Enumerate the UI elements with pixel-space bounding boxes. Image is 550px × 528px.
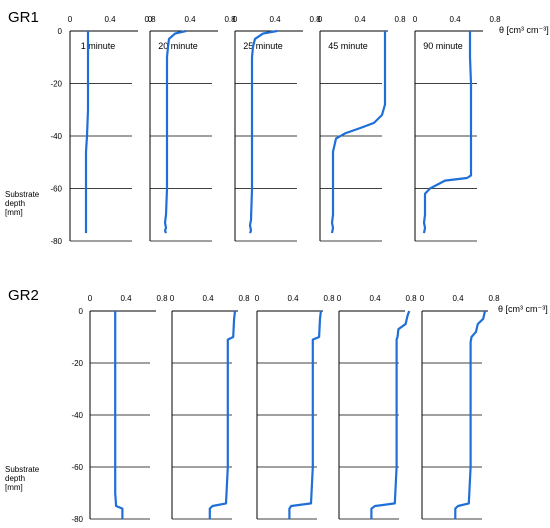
- x-tick-label: 0.8: [489, 15, 501, 24]
- x-tick-label: 0.4: [104, 15, 116, 24]
- series-line: [330, 31, 387, 234]
- group-label: GR2: [8, 287, 39, 304]
- panel-4: 0 0.4 0.8 45 minute: [318, 15, 406, 242]
- panel-2: 0 0.4 0.8: [170, 294, 250, 520]
- series-line: [208, 310, 237, 519]
- y-axis-label: depth: [5, 474, 25, 483]
- x-tick-label: 0.4: [452, 294, 464, 303]
- series-line: [370, 310, 411, 519]
- y-tick-label: -60: [50, 185, 62, 194]
- x-tick-label: 0: [148, 15, 153, 24]
- x-tick-label: 0.8: [309, 15, 321, 24]
- y-axis-label: [mm]: [5, 208, 23, 217]
- x-tick-label: 0: [170, 294, 175, 303]
- group-label: GR1: [8, 9, 39, 26]
- x-tick-label: 0.8: [144, 15, 156, 24]
- y-tick-label: -20: [71, 359, 83, 368]
- y-tick-label: 0: [79, 307, 84, 316]
- y-tick-label: -80: [50, 237, 62, 246]
- x-tick-label: 0.8: [488, 294, 500, 303]
- y-axis-label: depth: [5, 199, 25, 208]
- series-line: [163, 29, 187, 234]
- series-line: [454, 310, 487, 519]
- y-axis-label: Substrate: [5, 190, 40, 199]
- x-tick-label: 0: [233, 15, 238, 24]
- series-line: [248, 29, 278, 234]
- x-tick-label: 0: [337, 294, 342, 303]
- panel-title: 25 minute: [243, 41, 283, 51]
- x-tick-label: 0.8: [224, 15, 236, 24]
- y-tick-label: -80: [71, 515, 83, 524]
- y-tick-label: 0: [58, 27, 63, 36]
- y-tick-label: -20: [50, 80, 62, 89]
- y-tick-label: -40: [71, 411, 83, 420]
- panel-5: 0 0.4 0.8 90 minute: [413, 15, 501, 242]
- x-tick-label: 0.4: [449, 15, 461, 24]
- x-tick-label: 0: [413, 15, 418, 24]
- x-tick-label: 0.4: [369, 294, 381, 303]
- y-axis-label: Substrate: [5, 465, 40, 474]
- panel-title: 90 minute: [423, 41, 463, 51]
- panel-1: 0 0.4 0.8 1 minute: [68, 15, 156, 242]
- x-tick-label: 0: [88, 294, 93, 303]
- y-tick-label: -40: [50, 132, 62, 141]
- y-axis-label: [mm]: [5, 483, 23, 492]
- panel-title: 1 minute: [81, 41, 116, 51]
- panel-3: 0 0.4 0.8: [255, 294, 335, 520]
- x-axis-unit-label: θ [cm³ cm⁻³]: [499, 25, 549, 35]
- panel-3: 0 0.4 0.8 25 minute: [233, 15, 321, 242]
- x-tick-label: 0.8: [323, 294, 335, 303]
- panel-4: 0 0.4 0.8: [337, 294, 417, 520]
- x-tick-label: 0: [255, 294, 260, 303]
- y-tick-label: -60: [71, 463, 83, 472]
- x-tick-label: 0.8: [156, 294, 168, 303]
- x-tick-label: 0.8: [238, 294, 250, 303]
- x-tick-label: 0.8: [394, 15, 406, 24]
- x-axis-unit-label: θ [cm³ cm⁻³]: [498, 304, 548, 314]
- series-line: [114, 311, 124, 519]
- panel-2: 0 0.4 0.8 20 minute: [148, 15, 236, 242]
- x-tick-label: 0: [318, 15, 323, 24]
- x-tick-label: 0.4: [354, 15, 366, 24]
- x-tick-label: 0: [68, 15, 73, 24]
- x-tick-label: 0.8: [405, 294, 417, 303]
- panel-5: 0 0.4 0.8: [420, 294, 500, 520]
- panel-1: 0 0.4 0.8: [88, 294, 168, 520]
- x-tick-label: 0.4: [202, 294, 214, 303]
- x-tick-label: 0.4: [269, 15, 281, 24]
- series-line: [288, 310, 322, 519]
- panel-title: 20 minute: [158, 41, 198, 51]
- x-tick-label: 0.4: [287, 294, 299, 303]
- series-line: [84, 31, 90, 234]
- panel-title: 45 minute: [328, 41, 368, 51]
- x-tick-label: 0.4: [120, 294, 132, 303]
- x-tick-label: 0: [420, 294, 425, 303]
- series-line: [422, 31, 473, 234]
- x-tick-label: 0.4: [184, 15, 196, 24]
